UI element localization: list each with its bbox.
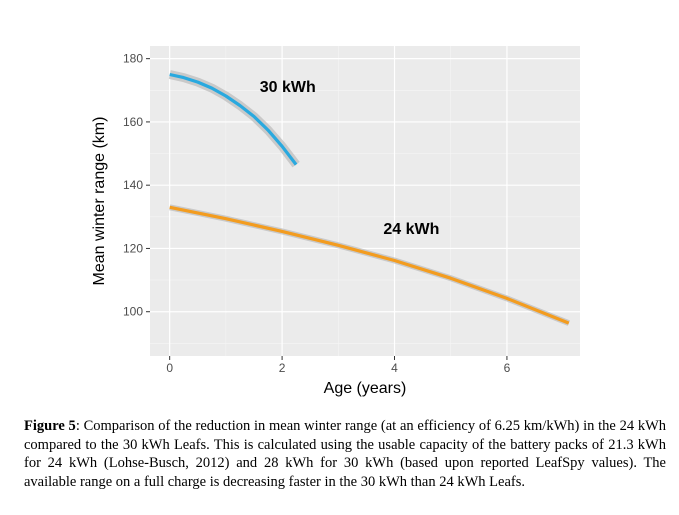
series-label-24kwh: 24 kWh (383, 221, 439, 238)
x-tick-label: 4 (391, 361, 398, 375)
y-tick-label: 120 (123, 241, 143, 255)
y-tick-label: 160 (123, 115, 143, 129)
caption-label: Figure 5 (24, 418, 76, 434)
figure-caption: Figure 5: Comparison of the reduction in… (24, 417, 666, 491)
series-line (169, 72, 298, 166)
y-axis-title: Mean winter range (km) (91, 117, 108, 286)
axes: 0 2 4 6 100 120 140 160 180 (123, 52, 511, 375)
chart: 0 2 4 6 100 120 140 160 180 Age (years) Mean win… (91, 46, 580, 397)
x-axis-title: Age (years) (324, 380, 407, 397)
x-tick-label: 2 (279, 361, 286, 375)
y-tick-label: 180 (123, 52, 143, 66)
y-tick-label: 140 (123, 178, 143, 192)
series-layer (168, 70, 570, 326)
grid-major (150, 46, 580, 356)
y-tick-label: 100 (123, 305, 143, 319)
x-tick-label: 6 (504, 361, 511, 375)
series-label-30kwh: 30 kWh (260, 79, 316, 96)
caption-text: : Comparison of the reduction in mean wi… (24, 418, 667, 490)
series-line (169, 205, 570, 325)
x-tick-label: 0 (166, 361, 173, 375)
